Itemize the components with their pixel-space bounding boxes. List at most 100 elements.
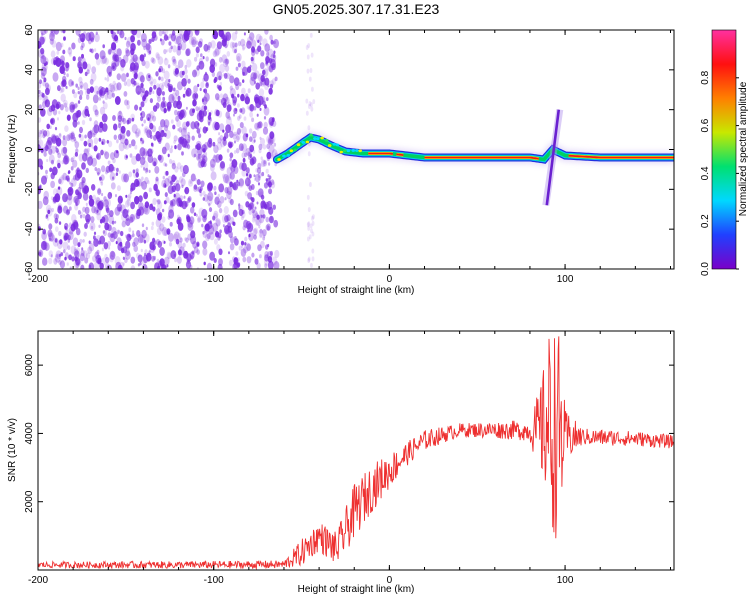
noise-blob (65, 106, 69, 112)
noise-blob (249, 32, 255, 41)
noise-blob (222, 173, 226, 179)
noise-blob (173, 194, 178, 202)
noise-blob (104, 151, 110, 160)
noise-blob (152, 198, 157, 205)
noise-blob (251, 156, 257, 165)
noise-blob (257, 188, 264, 198)
noise-blob (166, 251, 172, 259)
noise-blob (193, 185, 198, 193)
noise-streak (311, 231, 315, 237)
noise-blob (190, 206, 195, 214)
noise-blob (130, 182, 136, 191)
band-speckle (351, 149, 356, 152)
noise-blob (213, 258, 217, 263)
noise-blob (235, 53, 242, 62)
noise-blob (93, 85, 100, 95)
noise-blob (108, 83, 114, 92)
noise-blob (272, 120, 277, 127)
noise-blob (210, 40, 216, 49)
noise-blob (141, 151, 147, 160)
noise-blob (63, 155, 70, 165)
noise-blob (62, 99, 68, 108)
noise-blob (73, 195, 79, 204)
noise-blob (99, 177, 103, 184)
noise-blob (128, 227, 132, 232)
noise-blob (263, 106, 270, 116)
band-core-red (424, 156, 539, 160)
noise-blob (92, 133, 95, 138)
noise-blob (161, 30, 164, 35)
noise-blob (191, 135, 195, 141)
noise-blob (216, 41, 222, 50)
noise-blob (101, 165, 106, 173)
noise-blob (125, 138, 128, 142)
snr-xtick-label: 100 (557, 575, 574, 586)
noise-blob (216, 141, 223, 151)
noise-blob (256, 113, 259, 117)
noise-blob (169, 200, 174, 206)
noise-blob (213, 154, 216, 158)
noise-blob (212, 155, 218, 163)
noise-blob (88, 198, 95, 207)
noise-blob (268, 117, 275, 126)
noise-blob (244, 96, 250, 105)
noise-blob (86, 63, 92, 71)
noise-blob (38, 223, 41, 229)
noise-streak (307, 207, 311, 213)
noise-blob (259, 107, 262, 111)
noise-blob (216, 96, 220, 102)
noise-blob (47, 229, 53, 238)
noise-blob (250, 184, 255, 190)
noise-blob (233, 131, 237, 137)
noise-blob (199, 192, 203, 197)
noise-blob (150, 225, 154, 231)
noise-blob (188, 135, 191, 139)
noise-blob (267, 48, 274, 58)
noise-blob (96, 212, 102, 221)
noise-blob (202, 191, 206, 196)
noise-blob (252, 214, 257, 221)
noise-blob (54, 217, 59, 224)
noise-blob (49, 30, 55, 38)
noise-blob (121, 117, 125, 123)
noise-blob (181, 33, 188, 43)
noise-blob (62, 155, 69, 165)
noise-blob (38, 89, 41, 94)
noise-blob (82, 152, 88, 162)
noise-blob (130, 256, 136, 264)
noise-blob (166, 230, 170, 235)
noise-blob (126, 130, 131, 137)
noise-blob (99, 90, 105, 99)
noise-blob (104, 94, 109, 100)
noise-blob (196, 179, 201, 186)
noise-blob (208, 113, 211, 117)
noise-streak (308, 103, 311, 109)
noise-blob (161, 216, 166, 223)
noise-blob (141, 223, 145, 228)
noise-blob (228, 259, 233, 266)
noise-blob (248, 209, 253, 215)
noise-blob (123, 91, 128, 97)
noise-blob (153, 183, 158, 191)
noise-blob (149, 203, 154, 211)
noise-blob (224, 215, 229, 223)
noise-blob (99, 176, 102, 181)
noise-blob (151, 143, 154, 148)
noise-blob (172, 58, 177, 64)
snr-ytick-label: 6000 (24, 354, 35, 377)
noise-blob (141, 263, 148, 269)
noise-blob (74, 250, 80, 259)
noise-blob (198, 60, 205, 70)
noise-blob (84, 134, 87, 139)
noise-blob (241, 66, 248, 76)
noise-blob (82, 187, 87, 194)
noise-blob (97, 188, 102, 195)
noise-blob (49, 38, 54, 45)
noise-blob (71, 89, 75, 94)
noise-blob (273, 38, 279, 49)
noise-blob (61, 79, 67, 87)
noise-blob (95, 197, 101, 205)
noise-blob (249, 136, 253, 142)
noise-blob (237, 62, 241, 68)
noise-blob (107, 240, 111, 247)
